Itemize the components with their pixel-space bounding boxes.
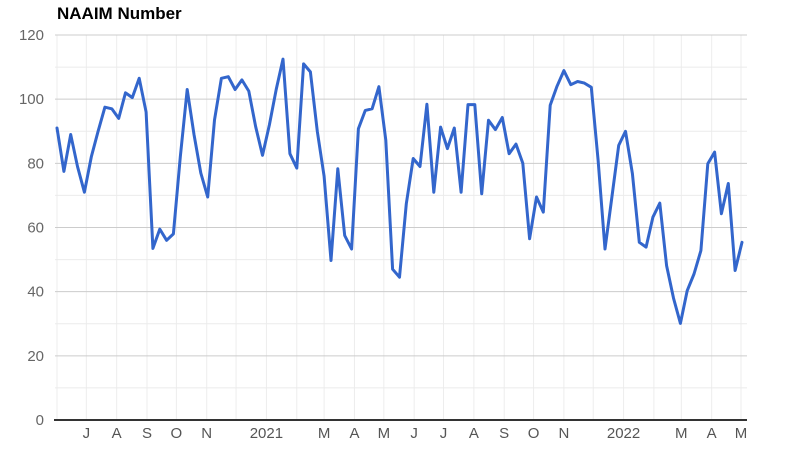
x-tick-label: J [410, 425, 418, 442]
x-tick-label: S [142, 425, 152, 442]
x-tick-label: 2022 [607, 425, 640, 442]
x-tick-label: J [440, 425, 448, 442]
y-tick-label: 100 [19, 91, 44, 108]
naaim-series-line [55, 57, 744, 325]
x-tick-label: N [558, 425, 569, 442]
y-tick-label: 80 [27, 155, 44, 172]
x-tick-label: 2021 [250, 425, 283, 442]
x-tick-label: O [528, 425, 540, 442]
x-tick-label: A [469, 425, 479, 442]
y-tick-label: 0 [36, 412, 44, 429]
x-tick-label: S [499, 425, 509, 442]
y-tick-label: 60 [27, 220, 44, 237]
y-tick-label: 20 [27, 348, 44, 365]
x-tick-label: J [83, 425, 91, 442]
chart-title: NAAIM Number [57, 4, 182, 23]
x-tick-label: A [349, 425, 359, 442]
y-tick-label: 40 [27, 284, 44, 301]
x-tick-label: M [378, 425, 391, 442]
x-tick-label: M [675, 425, 688, 442]
x-tick-label: N [201, 425, 212, 442]
x-tick-label: O [171, 425, 183, 442]
x-tick-label: A [707, 425, 717, 442]
x-tick-label: A [112, 425, 122, 442]
x-tick-label: M [318, 425, 331, 442]
y-tick-label: 120 [19, 27, 44, 44]
x-tick-label: M [735, 425, 748, 442]
